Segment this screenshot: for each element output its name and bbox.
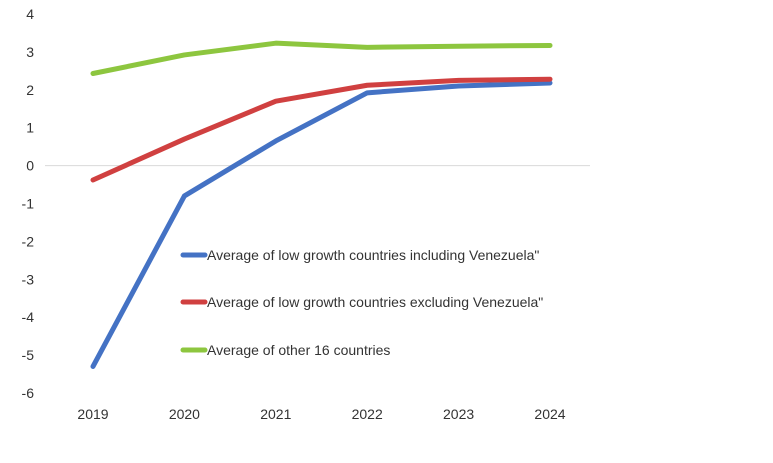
- y-axis-ticks: 4 3 2 1 0 -1 -2 -3 -4 -5 -6: [22, 6, 35, 401]
- y-tick-label: 4: [26, 6, 34, 22]
- y-tick-label: 3: [26, 44, 34, 60]
- x-tick-label: 2021: [260, 406, 291, 422]
- x-tick-label: 2023: [443, 406, 474, 422]
- legend-label: Average of low growth countries excludin…: [207, 294, 543, 310]
- series-line-1: [90, 80, 553, 369]
- series-line-2: [90, 76, 553, 183]
- x-axis-ticks: 2019 2020 2021 2022 2023 2024: [77, 406, 565, 422]
- x-tick-label: 2019: [77, 406, 108, 422]
- legend-label: Average of other 16 countries: [207, 342, 390, 358]
- legend-label: Average of low growth countries includin…: [207, 247, 539, 263]
- x-tick-label: 2020: [169, 406, 200, 422]
- y-tick-label: 1: [26, 120, 34, 136]
- y-tick-label: -3: [22, 271, 35, 287]
- x-tick-label: 2024: [534, 406, 565, 422]
- y-tick-label: 2: [26, 82, 34, 98]
- y-tick-label: -1: [22, 196, 35, 212]
- x-tick-label: 2022: [352, 406, 383, 422]
- y-tick-label: 0: [26, 158, 34, 174]
- y-tick-label: -4: [22, 309, 35, 325]
- legend: Average of low growth countries includin…: [180, 247, 543, 358]
- y-tick-label: -6: [22, 385, 35, 401]
- y-tick-label: -2: [22, 233, 35, 249]
- y-tick-label: -5: [22, 347, 35, 363]
- series-line-3: [90, 40, 553, 77]
- series-lines: [90, 40, 553, 369]
